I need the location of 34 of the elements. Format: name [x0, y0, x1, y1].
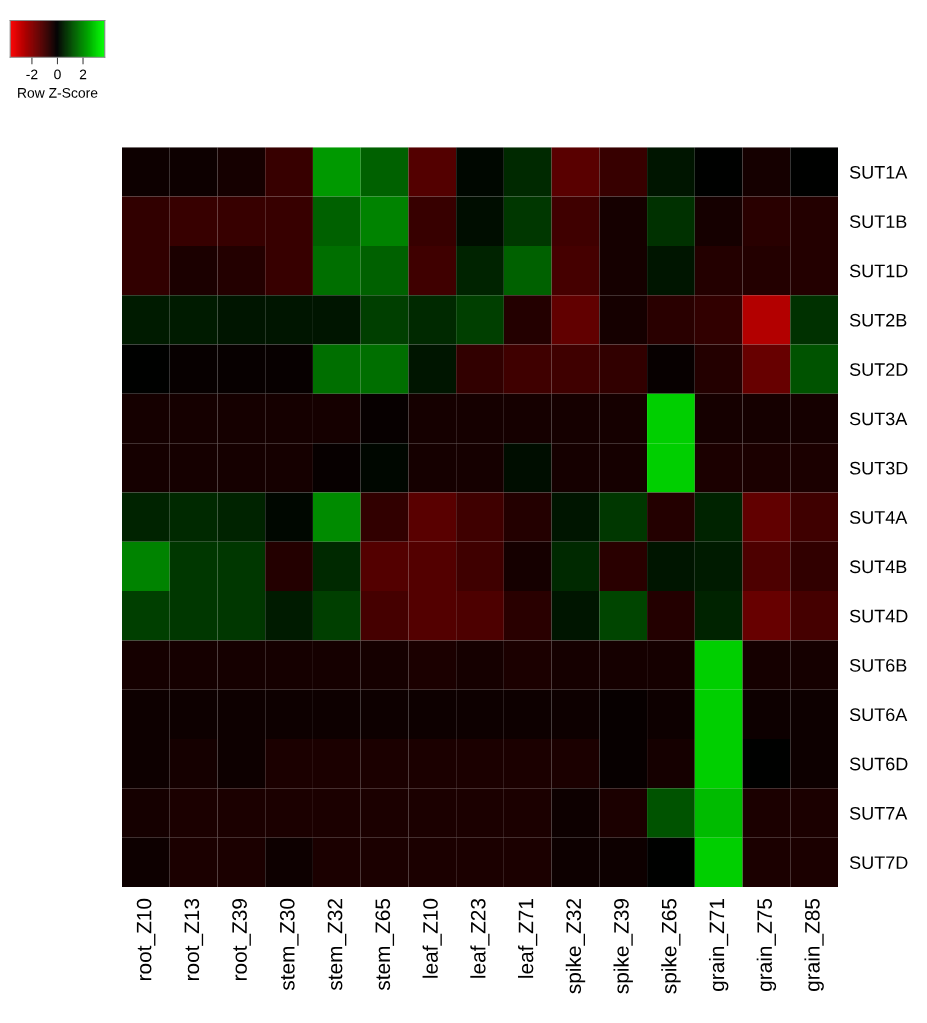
x-tick-label: leaf_Z71	[518, 899, 538, 978]
x-tick-label: grain_Z75	[756, 898, 777, 991]
x-tick-label: root_Z10	[136, 898, 156, 981]
x-tick-label: leaf_Z23	[470, 898, 490, 978]
color-bar-label: 2	[79, 69, 87, 80]
y-tick-label: SUT1B	[849, 215, 907, 228]
y-tick-label: SUT6B	[849, 658, 907, 672]
x-tick-label: grain_Z85	[804, 898, 824, 991]
y-tick-label: SUT3A	[849, 412, 908, 426]
x-tick-label: stem_Z65	[375, 898, 395, 991]
color-bar-title: Row Z-Score	[18, 87, 98, 98]
y-tick-label: SUT7A	[849, 806, 908, 820]
color-bar-label: -2	[26, 69, 38, 80]
y-tick-label: SUT2B	[849, 313, 907, 327]
y-tick-label: SUT4D	[849, 609, 908, 623]
x-tick-label: stem_Z32	[327, 899, 347, 991]
y-tick-label: SUT2D	[849, 363, 908, 376]
y-tick-label: SUT3D	[849, 461, 908, 475]
x-tick-label: spike_Z32	[565, 899, 586, 994]
y-tick-label: SUT1A	[849, 165, 908, 179]
color-bar-label: 0	[54, 69, 61, 80]
x-tick-label: grain_Z71	[708, 899, 729, 991]
x-tick-label: root_Z39	[232, 899, 251, 981]
x-tick-label: leaf_Z10	[422, 898, 442, 978]
x-tick-label: stem_Z30	[279, 898, 299, 991]
y-tick-label: SUT6A	[849, 708, 908, 722]
y-tick-label: SUT4A	[849, 511, 908, 524]
x-tick-label: spike_Z39	[613, 899, 633, 994]
y-tick-label: SUT7D	[849, 856, 908, 870]
x-tick-label: root_Z13	[184, 898, 204, 981]
y-tick-label: SUT1D	[849, 264, 908, 278]
x-tick-label: spike_Z65	[661, 898, 681, 994]
y-tick-label: SUT6D	[849, 757, 908, 771]
y-tick-label: SUT4B	[849, 560, 907, 574]
